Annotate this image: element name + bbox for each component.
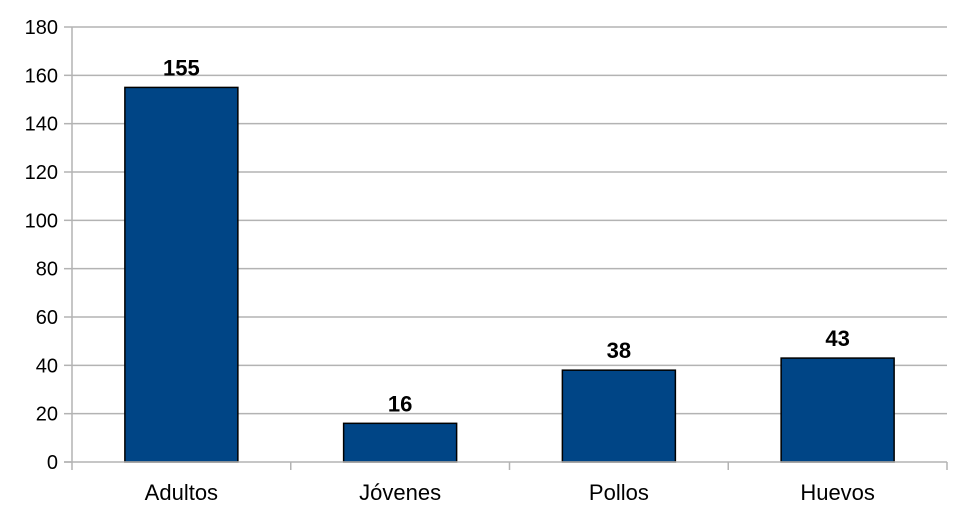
x-category-label: Jóvenes bbox=[359, 480, 441, 505]
bar-huevos bbox=[780, 357, 895, 463]
y-tick-label: 160 bbox=[25, 65, 58, 87]
y-tick-label: 120 bbox=[25, 162, 58, 184]
bar-pollos bbox=[561, 369, 677, 463]
y-tick-label: 20 bbox=[36, 404, 58, 426]
bar-jóvenes bbox=[342, 422, 458, 463]
data-label-huevos: 43 bbox=[825, 326, 849, 351]
y-tick-label: 80 bbox=[36, 259, 58, 281]
y-tick-label: 100 bbox=[25, 210, 58, 232]
x-axis-category-labels: Adultos Jóvenes Pollos Huevos bbox=[145, 480, 875, 505]
axes bbox=[64, 26, 948, 470]
data-label-jóvenes: 16 bbox=[388, 391, 412, 416]
data-labels: 155 16 38 43 bbox=[163, 55, 850, 416]
data-label-pollos: 38 bbox=[607, 338, 631, 363]
bars bbox=[124, 86, 895, 463]
x-category-label: Huevos bbox=[800, 480, 875, 505]
y-axis-tick-labels: 0 20 40 60 80 100 120 140 160 180 bbox=[25, 17, 58, 474]
y-tick-label: 60 bbox=[36, 307, 58, 329]
bar-adultos bbox=[124, 86, 239, 463]
y-tick-label: 140 bbox=[25, 114, 58, 136]
y-tick-label: 0 bbox=[47, 452, 58, 474]
y-tick-label: 180 bbox=[25, 17, 58, 39]
x-category-label: Pollos bbox=[589, 480, 649, 505]
x-category-label: Adultos bbox=[145, 480, 218, 505]
data-label-adultos: 155 bbox=[163, 55, 200, 80]
y-tick-label: 40 bbox=[36, 355, 58, 377]
